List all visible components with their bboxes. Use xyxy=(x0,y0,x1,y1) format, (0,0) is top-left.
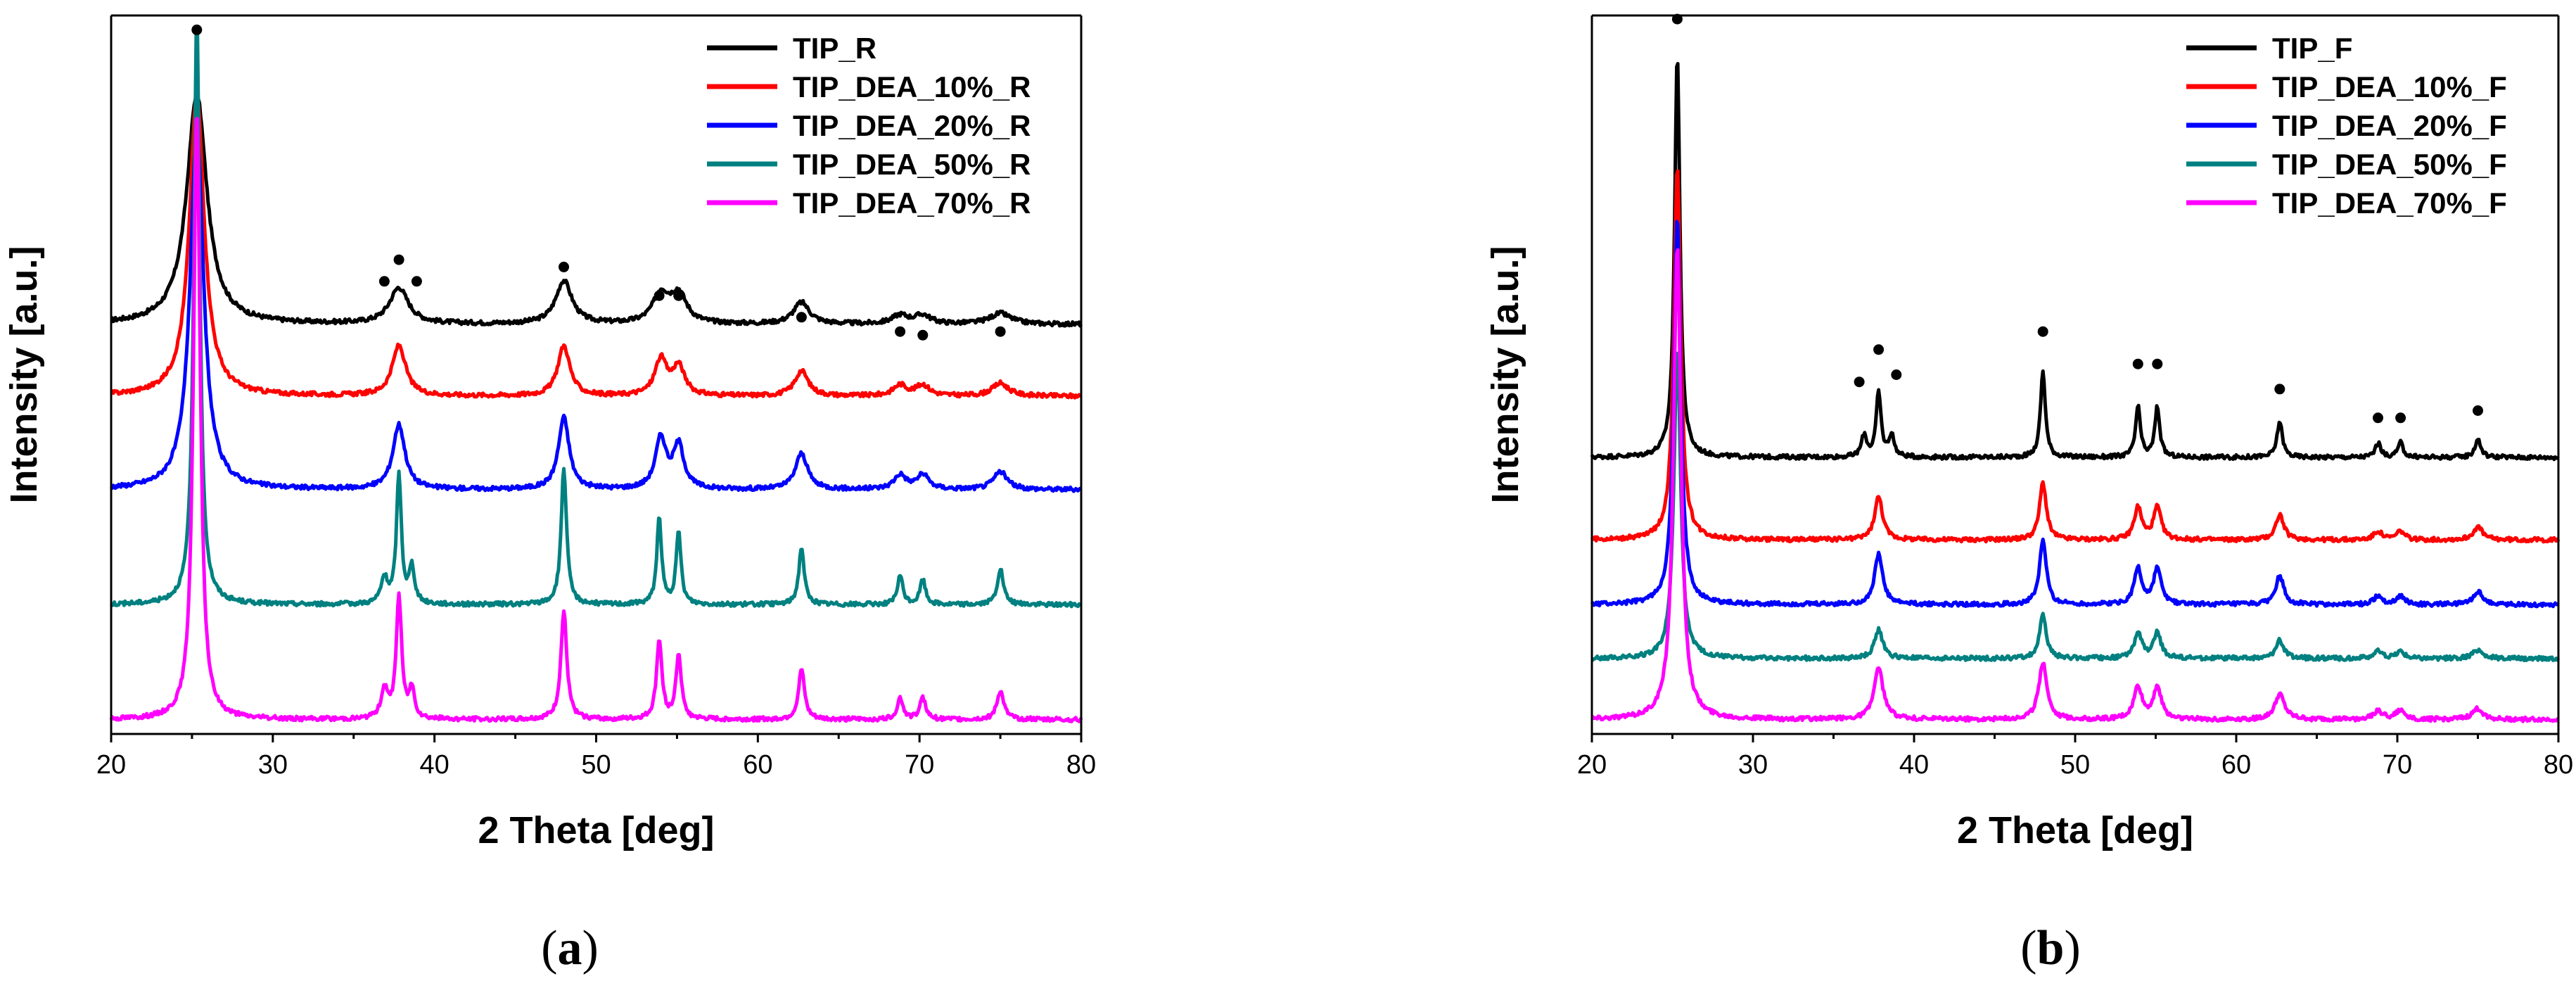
peak-marker xyxy=(559,261,569,272)
x-tick-label: 60 xyxy=(2221,750,2251,780)
legend-label: TIP_F xyxy=(2272,32,2352,65)
legend-label: TIP_DEA_50%_R xyxy=(793,148,1031,181)
peak-marker xyxy=(2132,358,2143,369)
series-line-TIP_F xyxy=(1590,62,2560,462)
legend-label: TIP_DEA_50%_F xyxy=(2272,148,2507,181)
x-tick-label: 80 xyxy=(1066,750,1096,780)
x-tick-label: 50 xyxy=(581,750,611,780)
y-axis-title: Intensity [a.u.] xyxy=(1484,246,1526,503)
peak-marker xyxy=(191,24,203,35)
x-tick-label: 70 xyxy=(905,750,934,780)
peak-marker xyxy=(995,326,1006,337)
legend-label: TIP_DEA_10%_R xyxy=(793,70,1031,103)
peak-marker xyxy=(2037,326,2048,337)
x-tick-label: 40 xyxy=(420,750,449,780)
legend: TIP_F TIP_DEA_10%_F TIP_DEA_20%_F TIP_DEA_5… xyxy=(2186,32,2507,220)
peak-marker xyxy=(653,290,665,301)
series-line-TIP_DEA_20%_R xyxy=(109,127,1082,493)
peak-marker xyxy=(393,254,404,265)
x-tick-label: 20 xyxy=(96,750,126,780)
legend-label: TIP_DEA_10%_F xyxy=(2272,70,2507,103)
peak-marker xyxy=(1873,344,1885,355)
x-axis-title: 2 Theta [deg] xyxy=(478,809,714,851)
peak-marker xyxy=(2373,412,2383,424)
peak-marker xyxy=(411,276,422,287)
peak-marker xyxy=(2152,358,2163,369)
legend-label: TIP_DEA_70%_R xyxy=(793,186,1031,220)
series-line-TIP_DEA_10%_F xyxy=(1590,169,2561,544)
series-line-TIP_DEA_70%_F xyxy=(1590,248,2560,723)
x-tick-label: 60 xyxy=(743,750,772,780)
panel-caption: (a) xyxy=(541,921,599,975)
series-line-TIP_DEA_50%_F xyxy=(1590,351,2561,662)
peak-marker xyxy=(1854,376,1865,388)
chart-panel-b: 20 30 40 50 60 70 80 2 Theta [deg] Intensity [a.… xyxy=(1484,13,2573,975)
peak-marker xyxy=(673,290,684,301)
x-tick-label: 70 xyxy=(2383,750,2412,780)
legend-label: TIP_DEA_20%_F xyxy=(2272,109,2507,142)
legend: TIP_R TIP_DEA_10%_R TIP_DEA_20%_R TIP_DEA_5… xyxy=(707,32,1031,220)
peak-marker xyxy=(917,329,929,341)
x-tick-label: 40 xyxy=(1899,750,1929,780)
legend-label: TIP_DEA_20%_R xyxy=(793,109,1031,142)
peak-marker xyxy=(1891,369,1902,380)
x-tick-label: 20 xyxy=(1577,750,1607,780)
legend-label: TIP_R xyxy=(793,32,876,65)
series-line-TIP_DEA_70%_R xyxy=(109,116,1083,723)
x-tick-label: 30 xyxy=(1738,750,1768,780)
legend-label: TIP_DEA_70%_F xyxy=(2272,186,2507,220)
series-line-TIP_DEA_20%_F xyxy=(1590,220,2560,609)
peak-marker xyxy=(378,276,390,287)
x-axis-title: 2 Theta [deg] xyxy=(1957,809,2193,851)
peak-marker xyxy=(796,312,807,323)
peak-marker xyxy=(2473,405,2483,416)
y-axis-title: Intensity [a.u.] xyxy=(3,246,45,503)
x-tick-label: 30 xyxy=(258,750,288,780)
panel-caption: (b) xyxy=(2020,921,2081,975)
series-line-TIP_R xyxy=(110,91,1083,328)
x-tick-label: 50 xyxy=(2060,750,2090,780)
peak-marker xyxy=(2395,412,2406,424)
series-line-TIP_DEA_50%_R xyxy=(109,25,1082,609)
peak-marker xyxy=(895,326,906,337)
chart-panel-a: 20 30 40 50 60 70 80 2 Theta [deg] Intensity [a.… xyxy=(3,14,1096,975)
x-tick-label: 80 xyxy=(2544,750,2573,780)
series-line-TIP_DEA_10%_R xyxy=(110,93,1083,400)
peak-marker xyxy=(2274,384,2285,395)
